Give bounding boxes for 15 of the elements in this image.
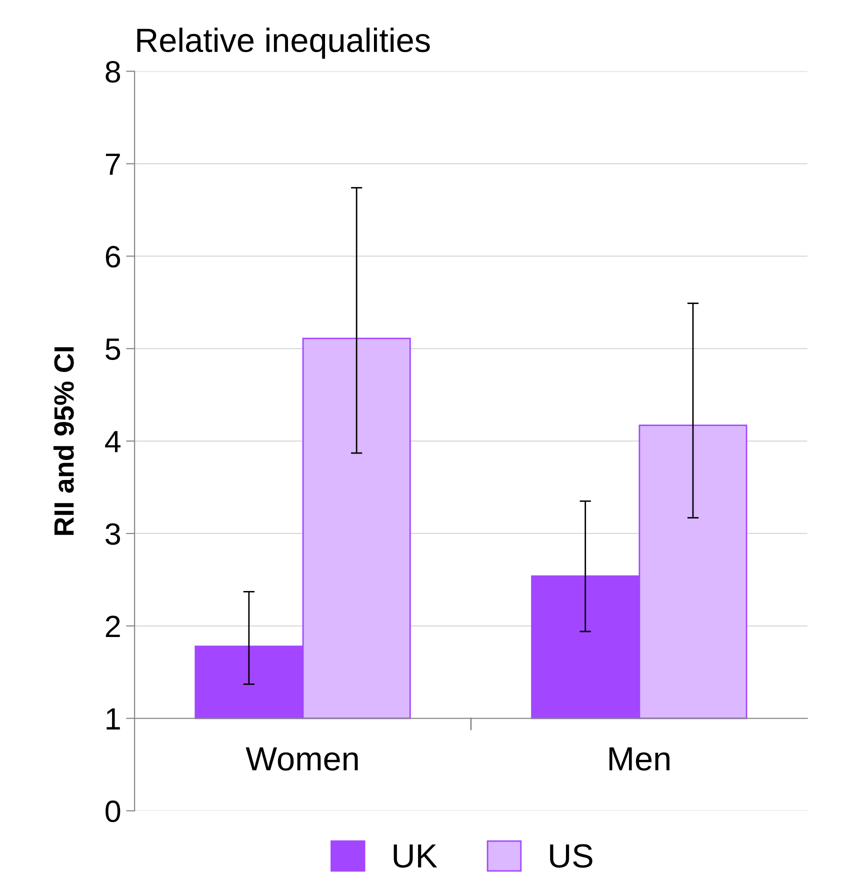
y-tick-label: 8 <box>106 61 120 83</box>
legend-label: US <box>550 844 592 868</box>
y-tick-label: 4 <box>105 431 120 452</box>
y-tick-label: 7 <box>106 154 120 175</box>
y-tick-label: 3 <box>106 523 120 545</box>
y-axis-title: RII and 95% CI <box>53 347 74 535</box>
y-tick-label: 2 <box>106 616 120 637</box>
y-tick-label: 0 <box>106 800 120 822</box>
chart-title: Relative inequalities <box>137 28 430 59</box>
y-tick-label: 5 <box>106 338 120 360</box>
x-tick-label: Women <box>246 747 358 771</box>
legend-label: UK <box>394 844 438 868</box>
x-tick-label: Men <box>609 747 670 771</box>
y-tick-label: 6 <box>106 246 120 268</box>
y-tick-label: 1 <box>106 708 120 730</box>
